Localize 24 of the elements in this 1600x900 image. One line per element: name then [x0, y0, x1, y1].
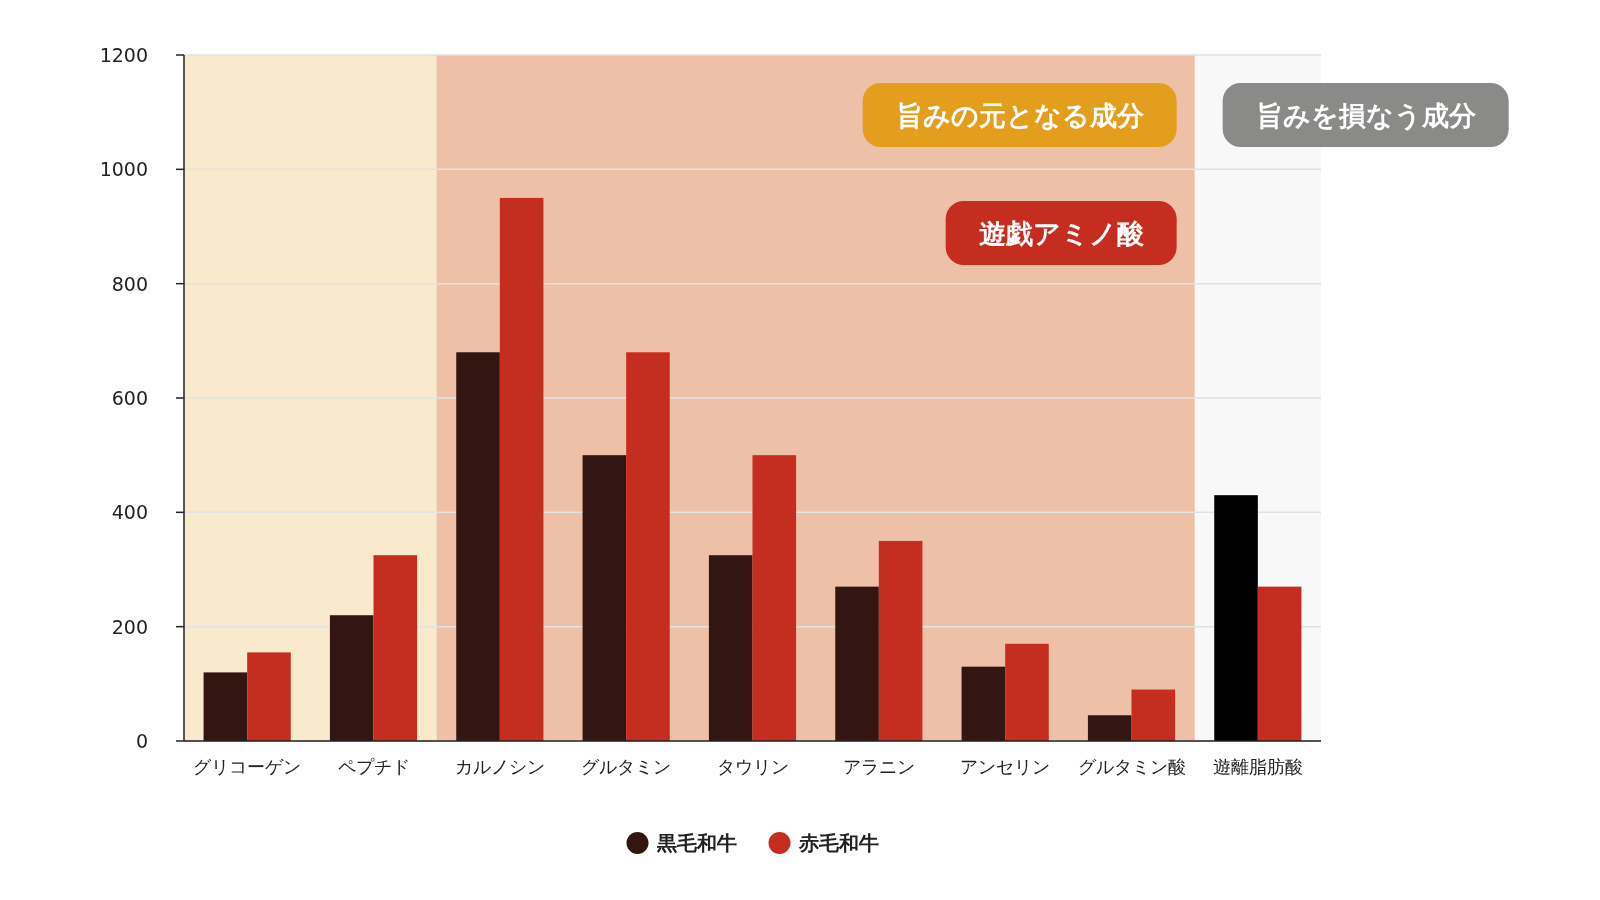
x-tick-label: 遊離脂肪酸	[1212, 755, 1303, 777]
y-tick-label: 400	[111, 501, 148, 524]
y-tick-label: 600	[111, 387, 148, 409]
y-tick-label: 0	[135, 730, 148, 752]
x-tick-label: アンセリン	[960, 755, 1051, 777]
band-label: 旨みの元となる成分	[862, 83, 1177, 147]
band-label: 旨みを損なう成分	[1255, 99, 1477, 131]
band-label: 旨みを損なう成分	[1222, 83, 1509, 147]
x-tick-label: グルタミン酸	[1077, 755, 1186, 777]
y-tick-label: 800	[111, 272, 148, 295]
x-tick-label: グリコーゲン	[193, 755, 302, 777]
band-label: 旨みの元となる成分	[895, 99, 1145, 131]
x-tick-label: タウリン	[716, 755, 789, 777]
x-tick-label: カルノシン	[454, 755, 545, 777]
y-tick-label: 1200	[99, 44, 148, 66]
x-tick-label: ペプチド	[337, 755, 410, 777]
x-tick-label: グルタミン	[581, 755, 672, 777]
band-label: 遊戯アミノ酸	[978, 217, 1144, 249]
legend-label: 黒毛和牛	[655, 831, 737, 855]
x-tick-label: アラニン	[842, 755, 915, 777]
band-label: 遊戯アミノ酸	[945, 201, 1177, 265]
y-tick-label: 200	[111, 615, 148, 638]
legend-label: 赤毛和牛	[797, 831, 879, 855]
y-tick-label: 1000	[99, 158, 148, 181]
